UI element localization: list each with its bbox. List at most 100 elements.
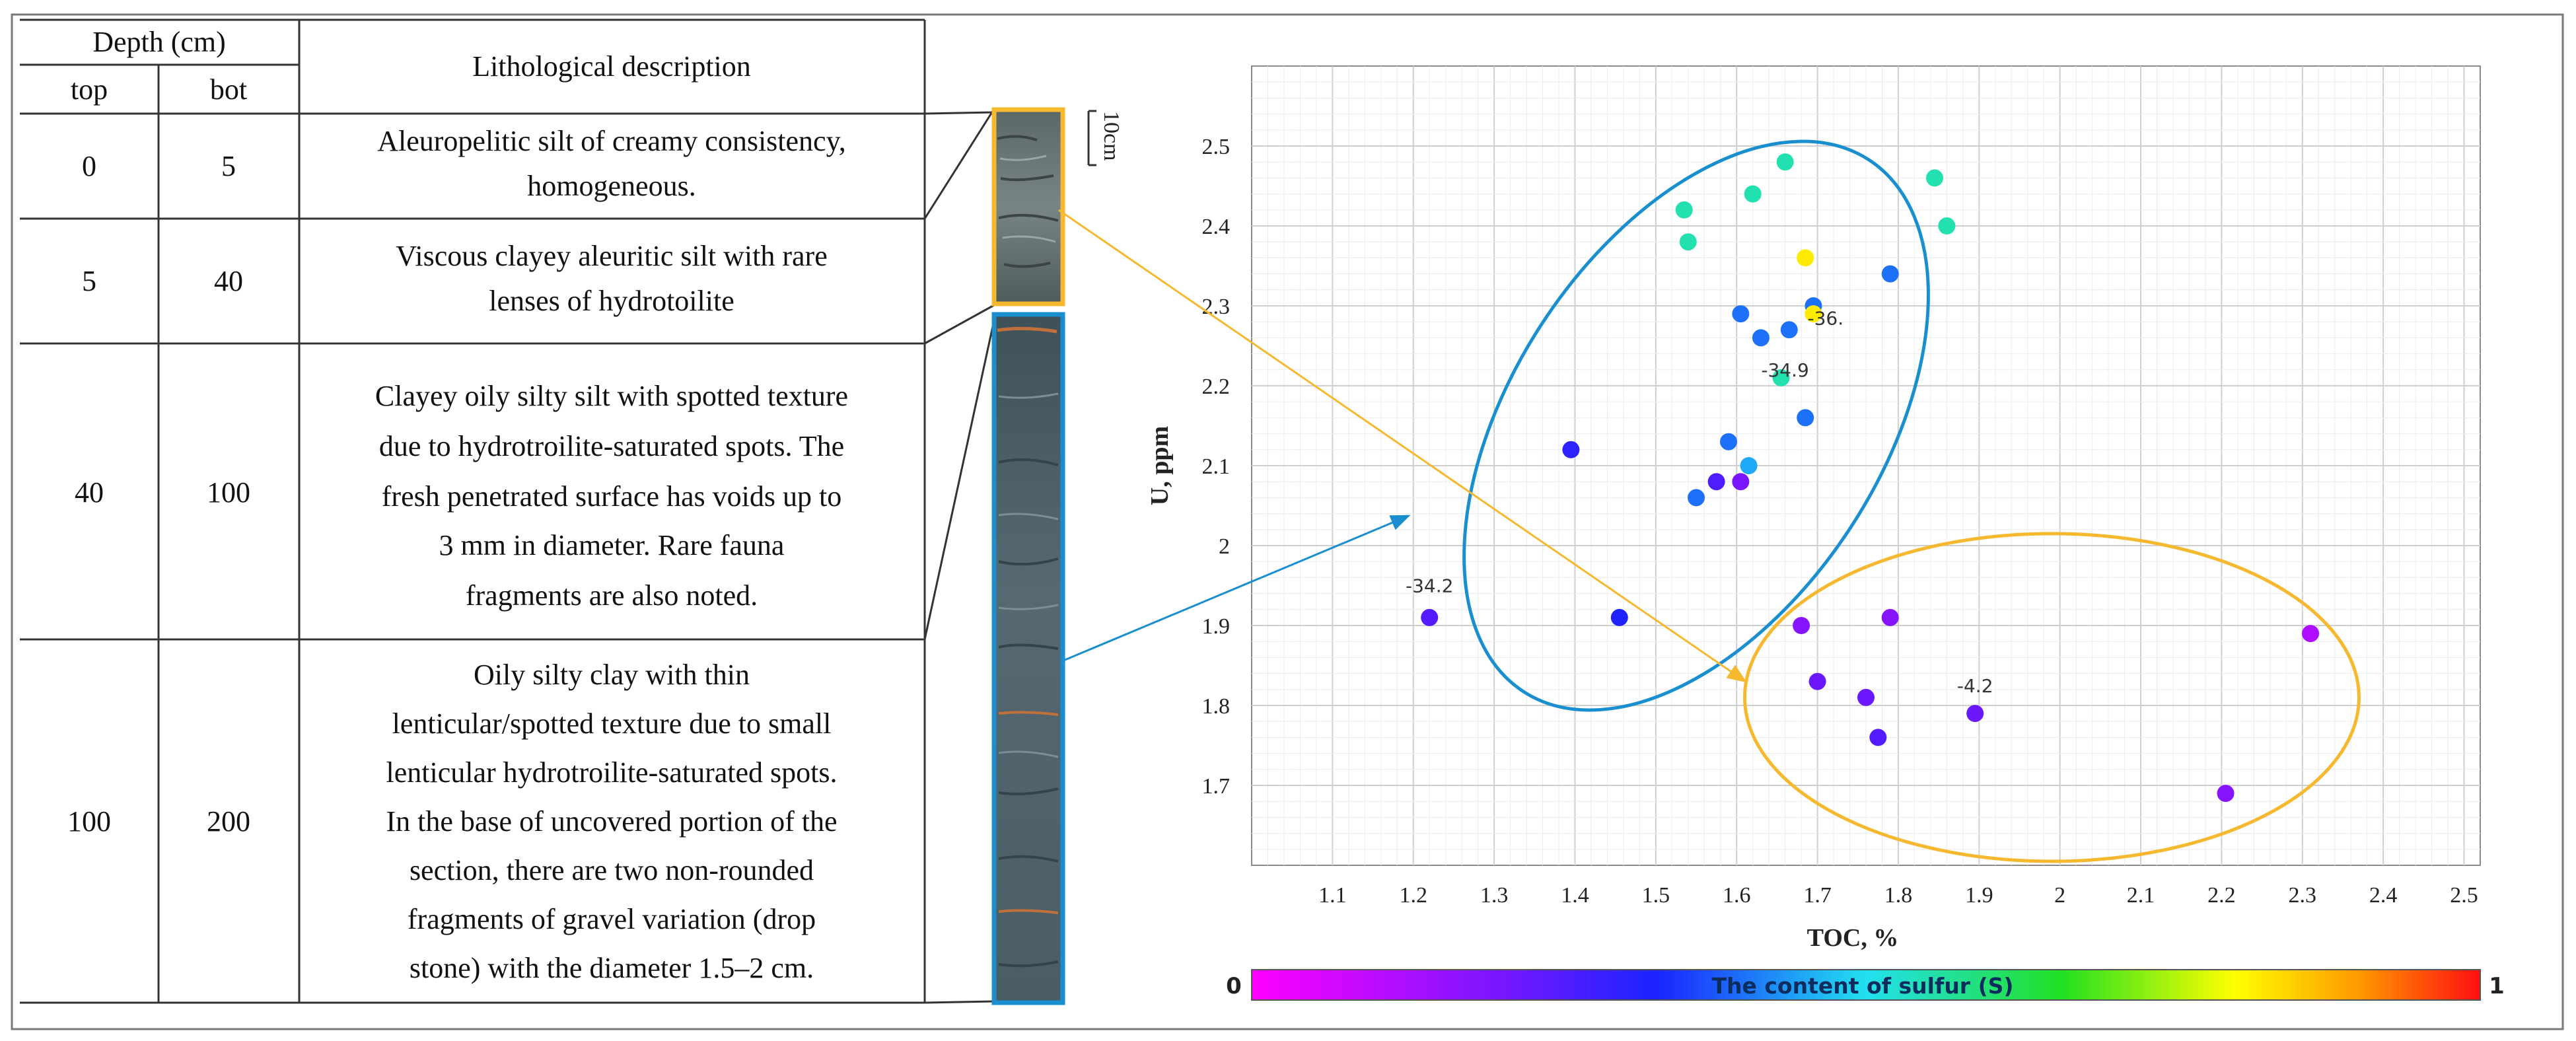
group-ellipses (1462, 139, 2361, 863)
core-upper-frame (991, 107, 1065, 306)
x-axis-label: TOC, % (1807, 924, 1899, 952)
data-point (1805, 305, 1822, 323)
data-point (1744, 185, 1762, 203)
data-point (1719, 433, 1737, 450)
point-annotation: -34.2 (1406, 575, 1453, 597)
colorbar-min-label: 0 (1226, 973, 1242, 999)
x-tick-label: 2.1 (2127, 883, 2155, 908)
row1-desc-line: homogeneous. (527, 170, 696, 202)
row2-desc-line: lenses of hydrotoilite (489, 285, 734, 317)
data-point (1869, 729, 1887, 746)
x-tick-label: 1.8 (1884, 883, 1913, 908)
colorbar-title: The content of sulfur (S) (1711, 973, 2013, 999)
x-tick-label: 2.5 (2450, 883, 2478, 908)
row3-desc-line: 3 mm in diameter. Rare fauna (439, 529, 785, 561)
data-point (2302, 625, 2320, 643)
data-point (1675, 201, 1693, 219)
x-tick-label: 1.3 (1480, 883, 1509, 908)
data-point (1808, 672, 1826, 690)
row4-desc-line: lenticular/spotted texture due to small (392, 707, 832, 740)
point-annotation: -36. (1807, 307, 1843, 329)
row-connectors (923, 108, 995, 1004)
y-tick-label: 2.3 (1202, 295, 1231, 319)
row4-desc-line: stone) with the diameter 1.5–2 cm. (410, 952, 814, 984)
row4-desc-line: In the base of uncovered portion of the (386, 805, 838, 838)
core-scale-bar (1087, 110, 1096, 166)
row4-desc-line: section, there are two non-rounded (410, 854, 814, 886)
row4-top: 100 (67, 805, 111, 838)
sulfur-colorbar (1251, 969, 2481, 1001)
yellow-ellipse (1742, 532, 2361, 863)
row3-top: 40 (75, 476, 104, 509)
y-tick-label: 1.7 (1202, 774, 1231, 799)
y-tick-label: 2.5 (1202, 135, 1231, 159)
x-tick-label: 2.3 (2289, 883, 2317, 908)
data-point (1562, 441, 1580, 458)
data-point (1679, 233, 1697, 251)
data-point (1966, 705, 1984, 723)
row4-bot: 200 (207, 805, 250, 838)
description-header: Lithological description (472, 50, 751, 83)
data-point (1752, 329, 1770, 347)
data-points (1421, 153, 2320, 803)
data-point (1857, 688, 1875, 706)
data-point (1732, 473, 1750, 491)
data-point (2217, 785, 2235, 803)
data-point (1797, 249, 1814, 267)
data-point (1776, 153, 1794, 171)
data-point (1772, 369, 1790, 386)
data-point (1421, 608, 1439, 626)
y-tick-label: 2 (1219, 534, 1230, 559)
y-tick-labels: 1.7 1.8 1.9 2 2.1 2.2 2.3 2.4 2.5 (1202, 135, 1231, 799)
data-point (1797, 409, 1814, 427)
y-tick-label: 2.4 (1202, 215, 1231, 239)
row1-top: 0 (82, 150, 96, 182)
row3-desc-line: fresh penetrated surface has voids up to (382, 480, 841, 513)
yellow-arrow (1058, 209, 1747, 683)
row3-desc-line: Clayey oily silty silt with spotted text… (375, 380, 848, 412)
x-tick-label: 2.4 (2369, 883, 2398, 908)
row3-bot: 100 (207, 476, 250, 509)
x-tick-label: 1.9 (1965, 883, 1993, 908)
row1-desc-line: Aleuropelitic silt of creamy consistency… (377, 125, 845, 157)
point-annotation: -4.2 (1957, 675, 1993, 697)
row3-desc-line: due to hydrotroilite-saturated spots. Th… (379, 430, 844, 462)
x-tick-label: 1.5 (1642, 883, 1670, 908)
depth-header: Depth (cm) (92, 26, 226, 58)
row2-top: 5 (82, 265, 96, 297)
data-point (1881, 608, 1899, 626)
data-point (1688, 489, 1705, 507)
blue-arrow (1063, 515, 1411, 662)
y-tick-label: 1.9 (1202, 614, 1231, 639)
x-tick-label: 1.7 (1803, 883, 1832, 908)
row2-bot: 40 (214, 265, 243, 297)
data-point (1780, 321, 1798, 339)
x-tick-labels: 1.1 1.2 1.3 1.4 1.5 1.6 1.7 1.8 1.9 2 2.1 2.2 2.3 2.4… (1318, 883, 2478, 908)
row1-bot: 5 (221, 150, 236, 182)
data-point (1740, 457, 1758, 474)
x-tick-label: 1.6 (1723, 883, 1751, 908)
x-tick-label: 1.2 (1399, 883, 1427, 908)
y-tick-label: 2.1 (1202, 454, 1231, 479)
data-point (1793, 617, 1810, 634)
x-tick-label: 1.4 (1561, 883, 1589, 908)
y-tick-label: 1.8 (1202, 694, 1231, 719)
y-tick-label: 2.2 (1202, 375, 1231, 399)
data-point (1926, 169, 1944, 187)
bot-header: bot (210, 73, 247, 106)
core-scale-label: 10cm (1099, 111, 1124, 161)
core-lower-frame (991, 312, 1065, 1005)
y-axis-label: U, ppm (1146, 426, 1174, 505)
data-point (1881, 265, 1899, 283)
row4-desc-line: lenticular hydrotroilite-saturated spots… (386, 756, 837, 789)
figure-frame (11, 13, 2564, 1030)
plot-grid (1252, 66, 2480, 865)
row4-desc-line: fragments of gravel variation (drop (408, 903, 816, 935)
row3-desc-line: fragments are also noted. (466, 579, 758, 612)
lithology-table (20, 18, 926, 1004)
point-annotations: -36. -34.9 -34.2 -4.2 (1406, 307, 1993, 697)
row2-desc-line: Viscous clayey aleuritic silt with rare (396, 240, 827, 272)
colorbar-max-label: 1 (2489, 973, 2505, 999)
data-point (1610, 608, 1628, 626)
